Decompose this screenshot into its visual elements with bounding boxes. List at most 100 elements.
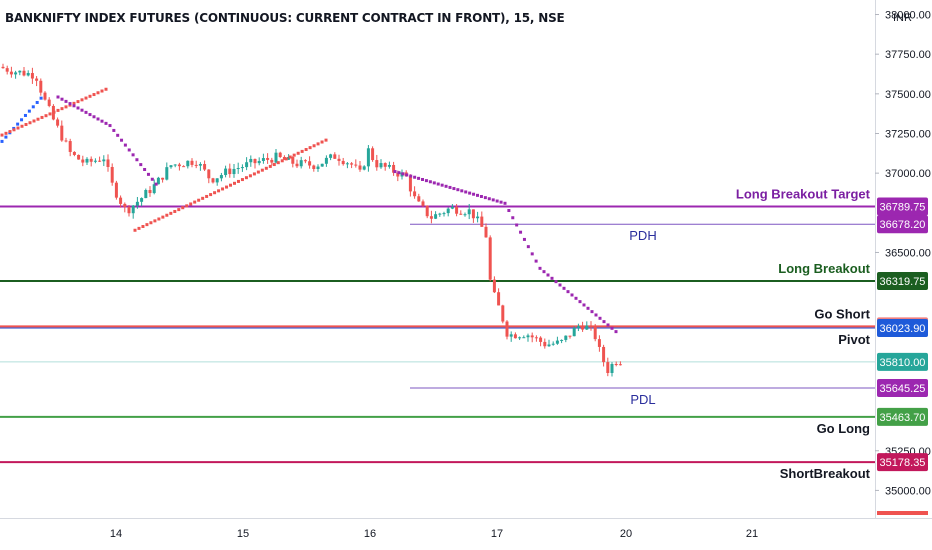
sar-dot bbox=[248, 174, 252, 178]
sar-dot bbox=[173, 209, 177, 213]
sar-dot bbox=[300, 149, 304, 153]
sar-dot bbox=[28, 121, 32, 125]
price-badge bbox=[877, 197, 928, 216]
sar-dot bbox=[145, 223, 149, 227]
price-badge-label: 36023.90 bbox=[880, 323, 926, 335]
candle-body bbox=[597, 339, 601, 347]
candle-body bbox=[102, 159, 106, 162]
candle-body bbox=[211, 178, 215, 183]
candle-body bbox=[568, 335, 572, 337]
sar-dot bbox=[143, 167, 147, 171]
candle-body bbox=[35, 78, 39, 81]
candle-body bbox=[396, 172, 400, 177]
sar-dot bbox=[205, 194, 209, 198]
sar-dot bbox=[409, 174, 413, 178]
candle-body bbox=[463, 214, 467, 216]
candle-body bbox=[131, 205, 135, 214]
candle-body bbox=[392, 164, 396, 173]
sar-dot bbox=[424, 179, 428, 183]
candle-body bbox=[358, 165, 362, 170]
candle-body bbox=[43, 92, 47, 100]
candle-body bbox=[450, 206, 454, 209]
candle-body bbox=[534, 337, 538, 339]
candle-body bbox=[177, 164, 181, 167]
candle-body bbox=[547, 344, 551, 347]
sar-dot bbox=[60, 97, 64, 101]
candle-body bbox=[295, 163, 299, 167]
sar-dot bbox=[519, 230, 523, 234]
sar-dot bbox=[397, 171, 401, 175]
sar-dot bbox=[108, 124, 112, 128]
sar-dot bbox=[244, 176, 248, 180]
sar-dot bbox=[209, 193, 213, 197]
candle-body bbox=[606, 362, 610, 373]
sar-dot bbox=[468, 191, 472, 195]
candle-body bbox=[337, 158, 341, 161]
candle-body bbox=[161, 177, 165, 180]
sar-dot bbox=[268, 164, 272, 168]
sar-dot bbox=[476, 193, 479, 197]
candle-body bbox=[303, 160, 307, 162]
candle-body bbox=[442, 213, 446, 215]
sar-dot bbox=[0, 133, 4, 137]
sar-dot bbox=[96, 91, 100, 95]
candle-body bbox=[9, 71, 13, 75]
sar-dot bbox=[201, 196, 205, 200]
sar-dot bbox=[530, 252, 534, 256]
sar-dot bbox=[80, 98, 84, 102]
sar-dot bbox=[526, 245, 530, 249]
candle-body bbox=[198, 164, 202, 166]
candle-body bbox=[362, 166, 366, 170]
candle-body bbox=[593, 325, 597, 340]
candle-body bbox=[203, 164, 207, 170]
candle-body bbox=[18, 70, 22, 73]
level-label: Long Breakout Target bbox=[736, 187, 871, 202]
sar-dot bbox=[320, 140, 324, 144]
sar-dot bbox=[112, 128, 116, 132]
candle-body bbox=[287, 156, 291, 160]
candle-body bbox=[572, 327, 576, 337]
sar-dot bbox=[154, 182, 158, 186]
candle-body bbox=[581, 326, 585, 330]
price-badge bbox=[877, 453, 928, 472]
y-tick-label: 37250.00 bbox=[885, 128, 931, 140]
sar-dot bbox=[60, 107, 64, 111]
sar-dot bbox=[566, 290, 570, 294]
sar-dot bbox=[44, 114, 48, 118]
candle-body bbox=[190, 160, 194, 165]
candle-body bbox=[522, 337, 526, 339]
y-tick-label: 37750.00 bbox=[885, 49, 931, 61]
candle-body bbox=[589, 325, 593, 327]
candle-body bbox=[236, 168, 240, 170]
candle-body bbox=[501, 305, 505, 322]
x-tick-label: 17 bbox=[491, 528, 503, 540]
candle-body bbox=[47, 99, 51, 106]
y-tick-label: 38000.00 bbox=[885, 10, 931, 22]
sar-dot bbox=[225, 185, 229, 189]
candle-body bbox=[350, 163, 354, 165]
sar-dot bbox=[36, 117, 40, 121]
sar-dot bbox=[20, 118, 24, 122]
price-badge bbox=[877, 352, 928, 371]
sar-dot bbox=[582, 303, 586, 307]
sar-dot bbox=[558, 283, 562, 287]
candle-body bbox=[127, 207, 131, 214]
price-badge bbox=[877, 379, 928, 398]
sar-dot bbox=[421, 177, 424, 181]
candle-body bbox=[446, 208, 450, 214]
sar-dot bbox=[260, 168, 264, 172]
candle-body bbox=[366, 148, 370, 167]
candle-body bbox=[106, 159, 110, 167]
candle-body bbox=[308, 161, 312, 166]
level-label: Long Breakout bbox=[778, 261, 870, 276]
candle-body bbox=[602, 346, 606, 363]
sar-dot bbox=[405, 173, 409, 177]
sar-dot bbox=[32, 119, 36, 123]
candle-body bbox=[379, 163, 383, 168]
price-badge-label: 35810.00 bbox=[880, 357, 926, 369]
sar-dot bbox=[534, 259, 538, 263]
sar-dot bbox=[146, 172, 150, 176]
sar-dot bbox=[312, 144, 316, 148]
